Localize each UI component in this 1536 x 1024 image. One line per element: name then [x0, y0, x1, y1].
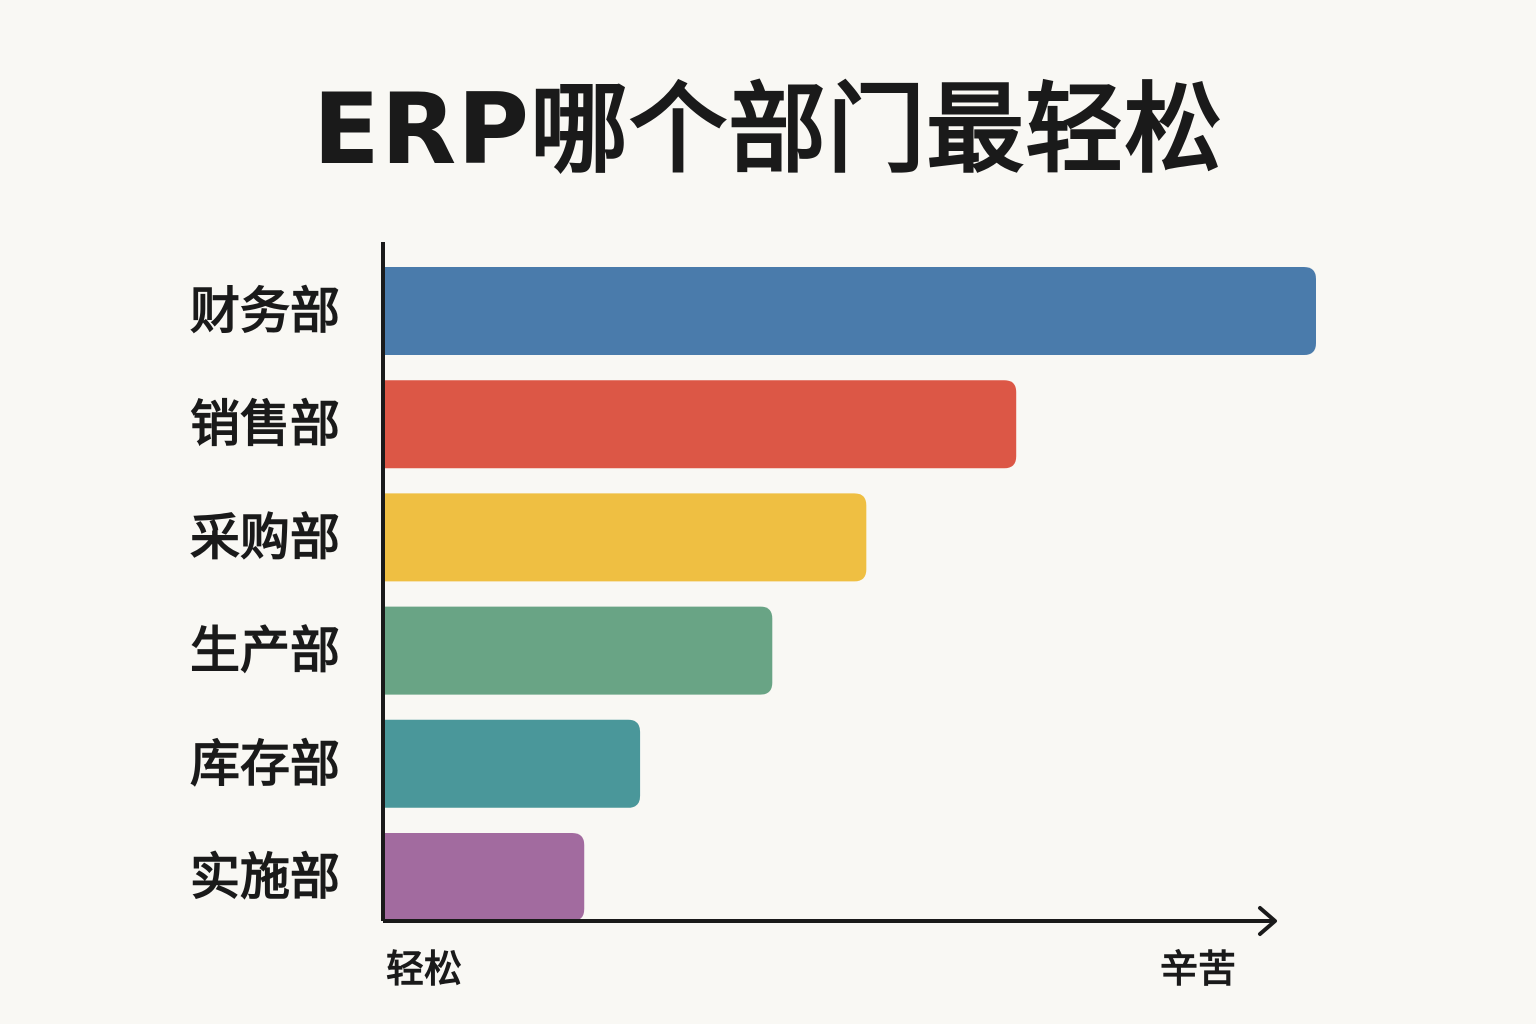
bar-2 [385, 380, 1017, 469]
bar-5 [385, 719, 641, 808]
bar-3 [385, 493, 867, 582]
category-label-4: 生产部 [190, 622, 340, 680]
category-label-6: 实施部 [190, 848, 340, 906]
chart-title: ERP哪个部门最轻松 [312, 73, 1224, 187]
category-label-1: 财务部 [190, 282, 340, 340]
bar-4 [385, 606, 773, 695]
x-axis-end-label: 辛苦 [1160, 947, 1236, 991]
bars-layer [385, 267, 1316, 921]
category-label-3: 采购部 [190, 508, 340, 566]
x-axis-start-label: 轻松 [386, 947, 462, 991]
x-axis-arrow-icon [1258, 906, 1277, 936]
bar-6 [385, 833, 585, 921]
category-label-2: 销售部 [190, 395, 340, 453]
bar-1 [385, 267, 1316, 355]
category-label-5: 库存部 [190, 735, 340, 793]
axes: 轻松 辛苦 [381, 242, 1277, 991]
